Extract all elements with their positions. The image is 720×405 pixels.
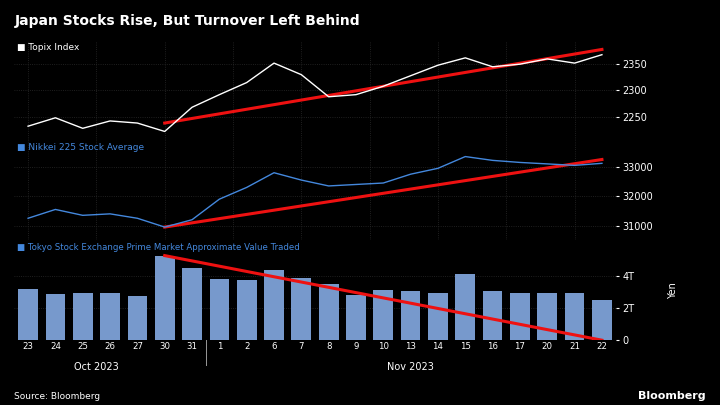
Bar [155, 256, 174, 340]
Bar [374, 290, 393, 340]
Text: ■ Tokyo Stock Exchange Prime Market Approximate Value Traded: ■ Tokyo Stock Exchange Prime Market Appr… [17, 243, 300, 252]
Bar [182, 268, 202, 340]
Bar [537, 294, 557, 340]
Bar [564, 294, 585, 340]
Bar [73, 294, 93, 340]
Bar [127, 296, 147, 340]
Bar [401, 291, 420, 340]
Bar [510, 294, 530, 340]
Text: Nov 2023: Nov 2023 [387, 362, 434, 373]
Bar [483, 291, 503, 340]
Text: Source: Bloomberg: Source: Bloomberg [14, 392, 101, 401]
Text: Yen: Yen [667, 282, 678, 299]
Bar [100, 294, 120, 340]
Bar [210, 279, 229, 340]
Bar [292, 278, 311, 340]
Bar [18, 289, 38, 340]
Bar [319, 284, 338, 340]
Text: Japan Stocks Rise, But Turnover Left Behind: Japan Stocks Rise, But Turnover Left Beh… [14, 14, 360, 28]
Bar [428, 294, 448, 340]
Bar [592, 300, 612, 340]
Text: Bloomberg: Bloomberg [638, 391, 706, 401]
Text: ■ Nikkei 225 Stock Average: ■ Nikkei 225 Stock Average [17, 143, 145, 152]
Text: Oct 2023: Oct 2023 [74, 362, 119, 373]
Bar [264, 270, 284, 340]
Bar [45, 294, 66, 340]
Bar [237, 280, 256, 340]
Bar [346, 295, 366, 340]
Text: ■ Topix Index: ■ Topix Index [17, 43, 80, 53]
Bar [456, 274, 475, 340]
